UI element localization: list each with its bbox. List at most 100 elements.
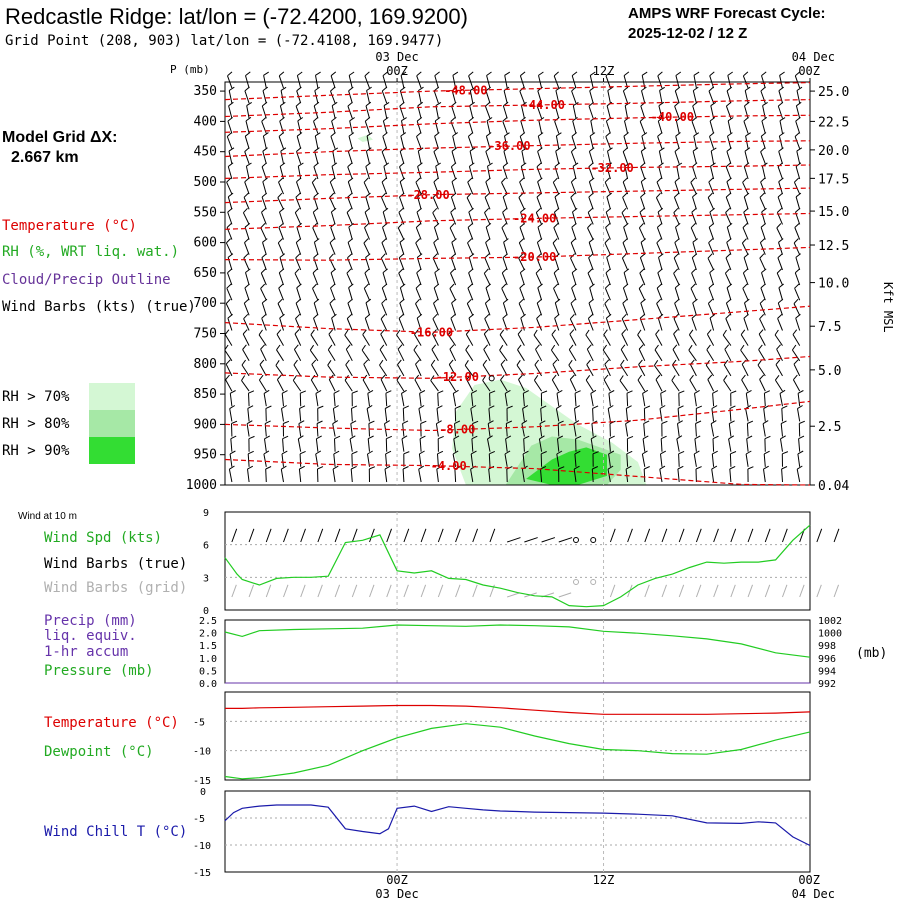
wind-barb-staff	[484, 303, 491, 316]
pressure-unit-label: (mb)	[856, 646, 887, 661]
wind-barb-staff	[792, 379, 801, 392]
wind-barb-staff	[401, 393, 405, 407]
wind-barb-flag	[276, 344, 281, 351]
wind-barb-staff	[348, 287, 353, 301]
wind-barb-flag	[505, 435, 512, 440]
wind-barb-staff	[399, 302, 405, 316]
wind-barb-flag	[554, 192, 561, 198]
wind-barb-flag	[693, 450, 700, 455]
wind-barb-staff	[244, 90, 250, 104]
precip-tick-label: 2.5	[199, 616, 217, 627]
wind-barb-staff	[314, 90, 319, 104]
wind-barb-staff	[436, 408, 439, 422]
wind-barb-flag	[364, 116, 371, 122]
wind-barb-flag	[554, 313, 560, 319]
wind-barb-staff	[775, 364, 783, 377]
wind-barb-staff	[243, 318, 250, 331]
temp-tick-label: -5	[193, 717, 205, 728]
wind-barb-staff	[279, 257, 284, 271]
wind-barb-flag	[712, 390, 719, 394]
surface-wind-barb-grid	[730, 584, 736, 598]
wind-barb-flag	[692, 162, 698, 167]
top-hour-label: 12Z	[593, 64, 615, 78]
wind-barb-staff	[570, 242, 577, 255]
wind-barb-flag	[451, 298, 457, 304]
wind-barb-staff	[761, 120, 766, 134]
wind-barb-staff	[534, 364, 543, 377]
wind-barb-staff	[708, 287, 715, 301]
wind-barb-staff	[312, 288, 319, 301]
wind-barb-flag	[640, 192, 646, 198]
wind-barb-staff	[244, 287, 250, 301]
wind-barb-flag	[724, 344, 730, 350]
wind-barb-flag	[689, 374, 694, 381]
surface-wind-barb-grid	[455, 584, 461, 598]
surface-wind-barb	[627, 528, 633, 543]
wind-barb-flag	[464, 360, 469, 366]
wind-barb-staff	[779, 393, 783, 407]
wind-barb-staff	[247, 408, 250, 422]
wind-barb-staff	[262, 151, 267, 164]
wind-barb-staff	[760, 90, 766, 104]
wind-barb-flag	[522, 405, 529, 409]
wind-barb-staff	[659, 90, 663, 104]
wind-barb-flag	[264, 420, 271, 425]
wind-barb-flag	[351, 451, 358, 455]
wind-barb-staff	[315, 453, 319, 467]
wind-barb-staff	[484, 257, 491, 271]
wind-barb-flag	[621, 313, 627, 320]
wind-barb-staff	[502, 257, 508, 271]
wind-barb-flag	[534, 359, 539, 366]
wind-barb-flag	[226, 283, 232, 289]
wind-barb-staff	[608, 453, 611, 467]
wind-barb-flag	[502, 313, 508, 319]
wind-barb-staff	[588, 242, 594, 255]
wind-barb-flag	[281, 465, 287, 470]
wind-barb-staff	[519, 272, 525, 286]
wind-barb-staff	[590, 438, 594, 452]
wind-barb-staff	[676, 438, 680, 452]
wind-barb-flag	[759, 374, 765, 380]
wind-barb-flag	[694, 389, 700, 394]
wind-tick-label: 3	[203, 573, 209, 584]
wind-barb-staff	[365, 196, 370, 210]
wind-barb-staff	[296, 136, 302, 149]
wind-barb-flag	[710, 162, 716, 167]
wind-barb-staff	[227, 166, 233, 180]
wind-barb-staff	[780, 438, 783, 452]
cloud-marker	[488, 375, 495, 382]
wind-barb-flag	[434, 71, 440, 76]
wind-barb-flag	[260, 223, 266, 229]
wind-barb-staff	[556, 393, 560, 407]
wind-barb-staff	[693, 453, 697, 467]
wind-barb-staff	[297, 166, 302, 180]
wind-barb-flag	[313, 162, 319, 167]
wind-barb-staff	[574, 393, 577, 407]
pressure-tick-label: 998	[818, 641, 836, 652]
wind-barb-staff	[347, 105, 353, 119]
wind-barb-staff	[381, 151, 388, 164]
wind-barb-flag	[385, 450, 392, 455]
wind-barb-flag	[726, 223, 733, 228]
wind-barb-staff	[655, 197, 663, 210]
wind-barb-flag	[761, 71, 767, 76]
wind-barb-flag	[430, 375, 435, 381]
wind-barb-staff	[416, 120, 422, 134]
wind-barb-flag	[332, 465, 339, 470]
surface-wind-barb-grid	[334, 584, 341, 598]
wind-barb-flag	[605, 71, 611, 77]
wind-barb-staff	[537, 181, 543, 195]
wind-barb-flag	[604, 238, 610, 244]
wind-barb-flag	[471, 390, 478, 394]
wind-barb-flag	[762, 101, 768, 107]
wind-barb-staff	[621, 318, 629, 331]
height-tick-label: 15.0	[818, 205, 849, 220]
wind-barb-flag	[519, 177, 525, 183]
wind-barb-staff	[333, 393, 336, 407]
wind-barb-staff	[384, 408, 388, 422]
wind-barb-staff	[777, 318, 783, 331]
wind-barb-staff	[418, 453, 422, 467]
wind-barb-staff	[588, 302, 594, 316]
wind-barb-flag	[347, 238, 354, 243]
wind-barb-staff	[347, 242, 353, 255]
